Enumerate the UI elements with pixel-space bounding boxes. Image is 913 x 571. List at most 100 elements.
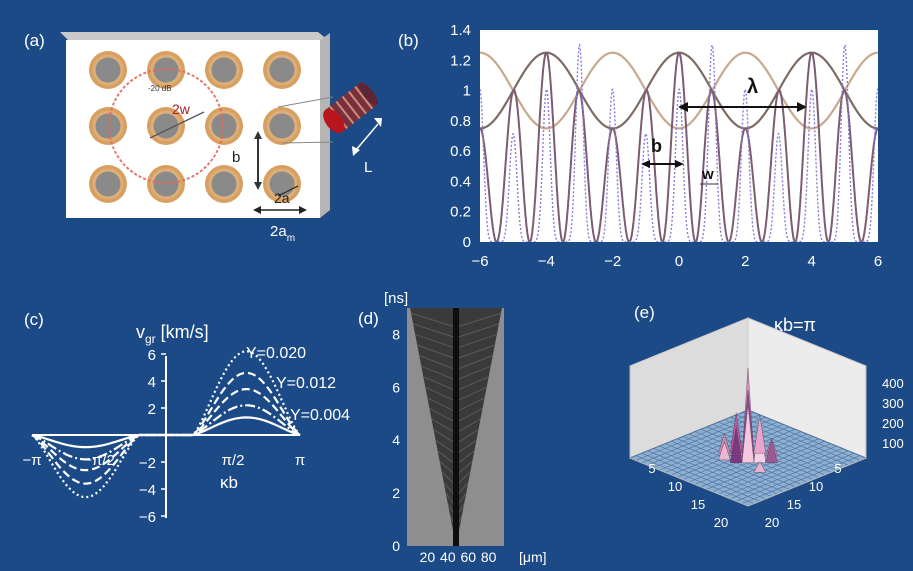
e-peak [718, 441, 731, 461]
b-xtick-label: 0 [675, 253, 683, 270]
e-xtick-label: 15 [691, 497, 705, 512]
b-ytick-label: 0.6 [450, 143, 471, 160]
hole-core [211, 57, 237, 83]
c-ytick-label: 6 [148, 347, 156, 364]
d-stripe [455, 344, 495, 360]
l-arrow-head-bottom [352, 146, 360, 156]
e-grid-line [718, 445, 837, 495]
d-stripe [423, 376, 457, 392]
e-grid-line [706, 440, 825, 490]
d-stripe [415, 333, 457, 349]
d-stripe [455, 355, 493, 371]
hole-core [153, 57, 179, 83]
e-grid-line [736, 414, 855, 464]
d-ytick-label: 2 [392, 485, 400, 501]
hole-core [95, 171, 121, 197]
plot-d-y-ticks: 8 6 4 2 0 [392, 326, 400, 554]
plot-b-y-ticks: 0 0.2 0.4 0.6 0.8 1 1.2 1.4 [450, 22, 471, 251]
plot-b-x-ticks: −6 −4 −2 0 2 4 6 [471, 253, 882, 270]
c-series-4 [31, 416, 301, 449]
fiber-cylinder [323, 82, 378, 134]
d-stripe [455, 429, 479, 445]
e-title: κb=π [774, 315, 816, 335]
e-peak [753, 461, 767, 473]
e-grid-line [724, 448, 843, 497]
d-stripe [455, 450, 475, 466]
e-z-ticks: 400 300 200 100 [882, 376, 904, 451]
c-curve-label-3: Y=0.004 [290, 407, 350, 424]
b-series-1 [480, 51, 878, 130]
l-arrow-head-top [374, 118, 382, 127]
c-xtick-label: −π [22, 452, 41, 469]
panel-b: (b) 00.20.40.60.811.21.4 −6 −4 −2 0 2 4 6 λ b … [398, 22, 882, 270]
plot-c-x-ticks: −π −π/2 π/2 π [22, 452, 305, 469]
d-stripe [427, 397, 457, 413]
d-ytick-label: 0 [392, 538, 400, 554]
b-arrow-head-bottom [254, 182, 262, 190]
panel-a: (a) -20 dB 2w b 2a 2am [24, 31, 382, 244]
w-label: w [701, 166, 714, 183]
e-grid-line [736, 452, 855, 502]
two-am-arrow-head-right [299, 206, 307, 214]
d-stripe [455, 365, 491, 381]
b-xtick-label: −2 [604, 253, 621, 270]
b-ytick-label: 1 [463, 83, 471, 100]
b-ytick-label: 1.2 [450, 52, 471, 69]
d-stripe [455, 323, 500, 339]
d-xtick-label: 60 [460, 549, 476, 565]
d-yunit: [ns] [384, 290, 408, 307]
b-ytick-label: 1.4 [450, 22, 471, 39]
e-grid-line [730, 450, 849, 500]
plot-c-series [31, 350, 301, 499]
c-ytick-label: 4 [148, 374, 156, 391]
lambda-label: λ [747, 76, 758, 98]
d-stripe [455, 386, 487, 402]
panel-a-label: (a) [24, 31, 45, 50]
plot-b-series [480, 43, 878, 242]
two-am-label: 2am [270, 223, 295, 244]
b-series-2 [480, 51, 878, 242]
hole-core [269, 113, 295, 139]
two-a-arrow [277, 185, 299, 197]
lambda-arrow-head-right [797, 102, 807, 112]
d-xtick-label: 20 [420, 549, 436, 565]
panel-e-label: (e) [634, 303, 655, 322]
two-w-arrow [149, 111, 205, 139]
panel-e: (e) κb=π 400 300 200 100 5 10 15 20 5 10 15 20 [628, 303, 904, 530]
d-stripe [455, 418, 481, 434]
two-w-label: 2w [172, 101, 191, 117]
b-ytick-label: 0.4 [450, 173, 471, 190]
e-peak [741, 404, 755, 463]
d-stripe [455, 397, 485, 413]
panel-c: (c) vgr [km/s] 6 4 2 −2 −4 −6 −π −π/2 π/2 π κb Y… [22, 310, 350, 526]
b-spacing-label: b [651, 136, 662, 156]
d-stripe [419, 355, 457, 371]
c-xtick-label: −π/2 [83, 452, 115, 469]
plot-b-area [480, 30, 878, 242]
d-stripe [412, 323, 457, 339]
l-arrow [355, 123, 379, 151]
b-xtick-label: 6 [874, 253, 882, 270]
e-xtick-label: 20 [714, 515, 728, 530]
db-label: -20 dB [148, 84, 172, 93]
d-stripe [435, 439, 457, 455]
hole-core [269, 57, 295, 83]
c-curve-label-1: Y=0.020 [246, 345, 306, 362]
plot-d-x-ticks: 20 40 60 80 [420, 549, 497, 565]
d-xunit: [μm] [519, 549, 547, 565]
e-ytick-label: 10 [809, 479, 823, 494]
c-ytick-label: −4 [139, 482, 156, 499]
d-stripe [455, 439, 477, 455]
d-stripe [455, 408, 483, 423]
d-stripe [455, 333, 498, 349]
d-stripe [410, 312, 457, 328]
d-stripe [437, 450, 457, 466]
e-peak [765, 439, 778, 463]
two-a-label: 2a [274, 190, 290, 206]
e-ztick-label: 400 [882, 376, 904, 391]
e-ztick-label: 100 [882, 436, 904, 451]
b-series-3 [480, 43, 878, 242]
panel-c-label: (c) [24, 310, 44, 329]
e-grid-line [741, 412, 861, 461]
